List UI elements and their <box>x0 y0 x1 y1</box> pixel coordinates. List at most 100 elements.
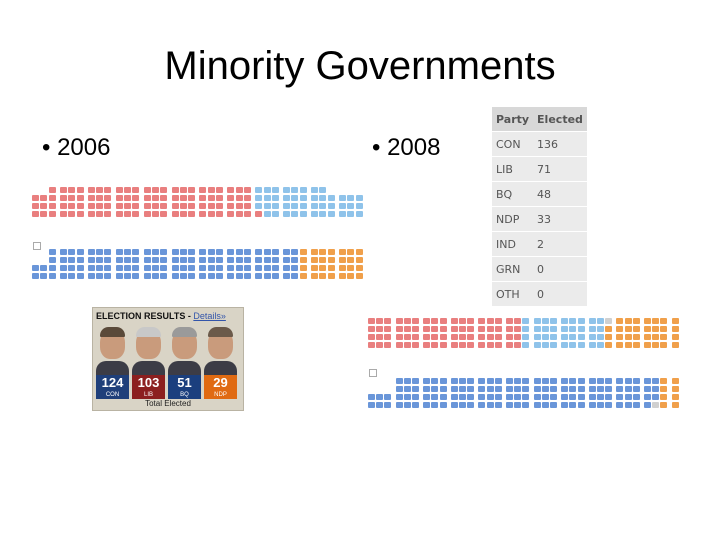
seat <box>450 326 458 332</box>
seat <box>319 211 327 217</box>
seat <box>588 378 596 384</box>
seat <box>188 203 196 209</box>
seat <box>68 203 76 209</box>
seat <box>207 273 215 279</box>
seat <box>533 402 541 408</box>
seat <box>347 265 355 271</box>
party-cell: GRN <box>492 256 534 282</box>
seat <box>263 265 271 271</box>
elected-cell: 0 <box>533 281 587 306</box>
seat <box>96 265 104 271</box>
table-row: CON 136 <box>492 131 587 157</box>
seat <box>115 195 123 201</box>
seat <box>59 195 67 201</box>
seat <box>494 334 502 340</box>
seat <box>115 273 123 279</box>
seat <box>561 326 569 332</box>
party-cell: LIB <box>492 156 534 182</box>
seat <box>486 318 494 324</box>
seat <box>439 318 447 324</box>
seat <box>652 326 660 332</box>
seat <box>104 187 112 193</box>
seat <box>283 249 291 255</box>
seat <box>151 187 159 193</box>
seat <box>291 265 299 271</box>
seat <box>160 265 168 271</box>
seat-map-2008 <box>368 318 686 426</box>
seat <box>652 402 660 408</box>
seat <box>188 249 196 255</box>
seat <box>263 187 271 193</box>
seat <box>299 211 307 217</box>
seat-count: 103 <box>132 375 165 391</box>
seat <box>478 334 486 340</box>
seat <box>243 273 251 279</box>
table-row: OTH 0 <box>492 281 587 306</box>
leader-photo <box>136 327 161 337</box>
seat <box>671 334 679 340</box>
seat <box>478 326 486 332</box>
seat-count: 124 <box>96 375 129 391</box>
seat <box>76 195 84 201</box>
leader-photo <box>172 327 197 337</box>
seat <box>624 378 632 384</box>
seat <box>255 195 263 201</box>
seat <box>486 402 494 408</box>
seat <box>644 326 651 332</box>
seat <box>423 326 431 332</box>
seat <box>188 211 196 217</box>
seat <box>494 378 502 384</box>
seat <box>347 211 355 217</box>
seat <box>207 187 215 193</box>
seat <box>115 265 123 271</box>
leader-photo <box>132 361 165 377</box>
elected-cell: 136 <box>533 131 587 157</box>
seat <box>255 187 263 193</box>
seat <box>561 386 569 392</box>
seat <box>48 195 56 201</box>
seat <box>644 334 651 340</box>
seat <box>423 378 431 384</box>
seat <box>605 326 613 332</box>
seat <box>486 378 494 384</box>
seat <box>561 402 569 408</box>
seat <box>160 273 168 279</box>
seat <box>271 195 279 201</box>
seat <box>160 249 168 255</box>
seat <box>263 249 271 255</box>
seat <box>616 318 624 324</box>
seat <box>450 334 458 340</box>
seat <box>40 265 48 271</box>
seat <box>299 195 307 201</box>
seat <box>327 265 335 271</box>
seat <box>588 326 596 332</box>
seat <box>171 265 179 271</box>
seat <box>216 187 223 193</box>
seat <box>59 273 67 279</box>
seat <box>40 273 48 279</box>
details-link[interactable]: Details» <box>193 311 226 321</box>
seat <box>541 378 549 384</box>
seat <box>151 257 159 263</box>
seat <box>671 326 679 332</box>
seat <box>132 203 140 209</box>
seat <box>76 203 84 209</box>
seat <box>48 211 56 217</box>
seat <box>76 249 84 255</box>
seat <box>179 249 187 255</box>
seat <box>403 386 411 392</box>
seat <box>597 326 604 332</box>
seat <box>179 187 187 193</box>
seat <box>450 342 458 348</box>
seat <box>652 378 660 384</box>
seat <box>171 211 179 217</box>
table-row: NDP 33 <box>492 206 587 232</box>
seat <box>143 257 151 263</box>
seat <box>207 203 215 209</box>
seat <box>299 273 307 279</box>
seat <box>403 326 411 332</box>
seat <box>104 265 112 271</box>
seat <box>459 326 466 332</box>
leader-photo <box>168 361 201 377</box>
seat <box>227 195 235 201</box>
